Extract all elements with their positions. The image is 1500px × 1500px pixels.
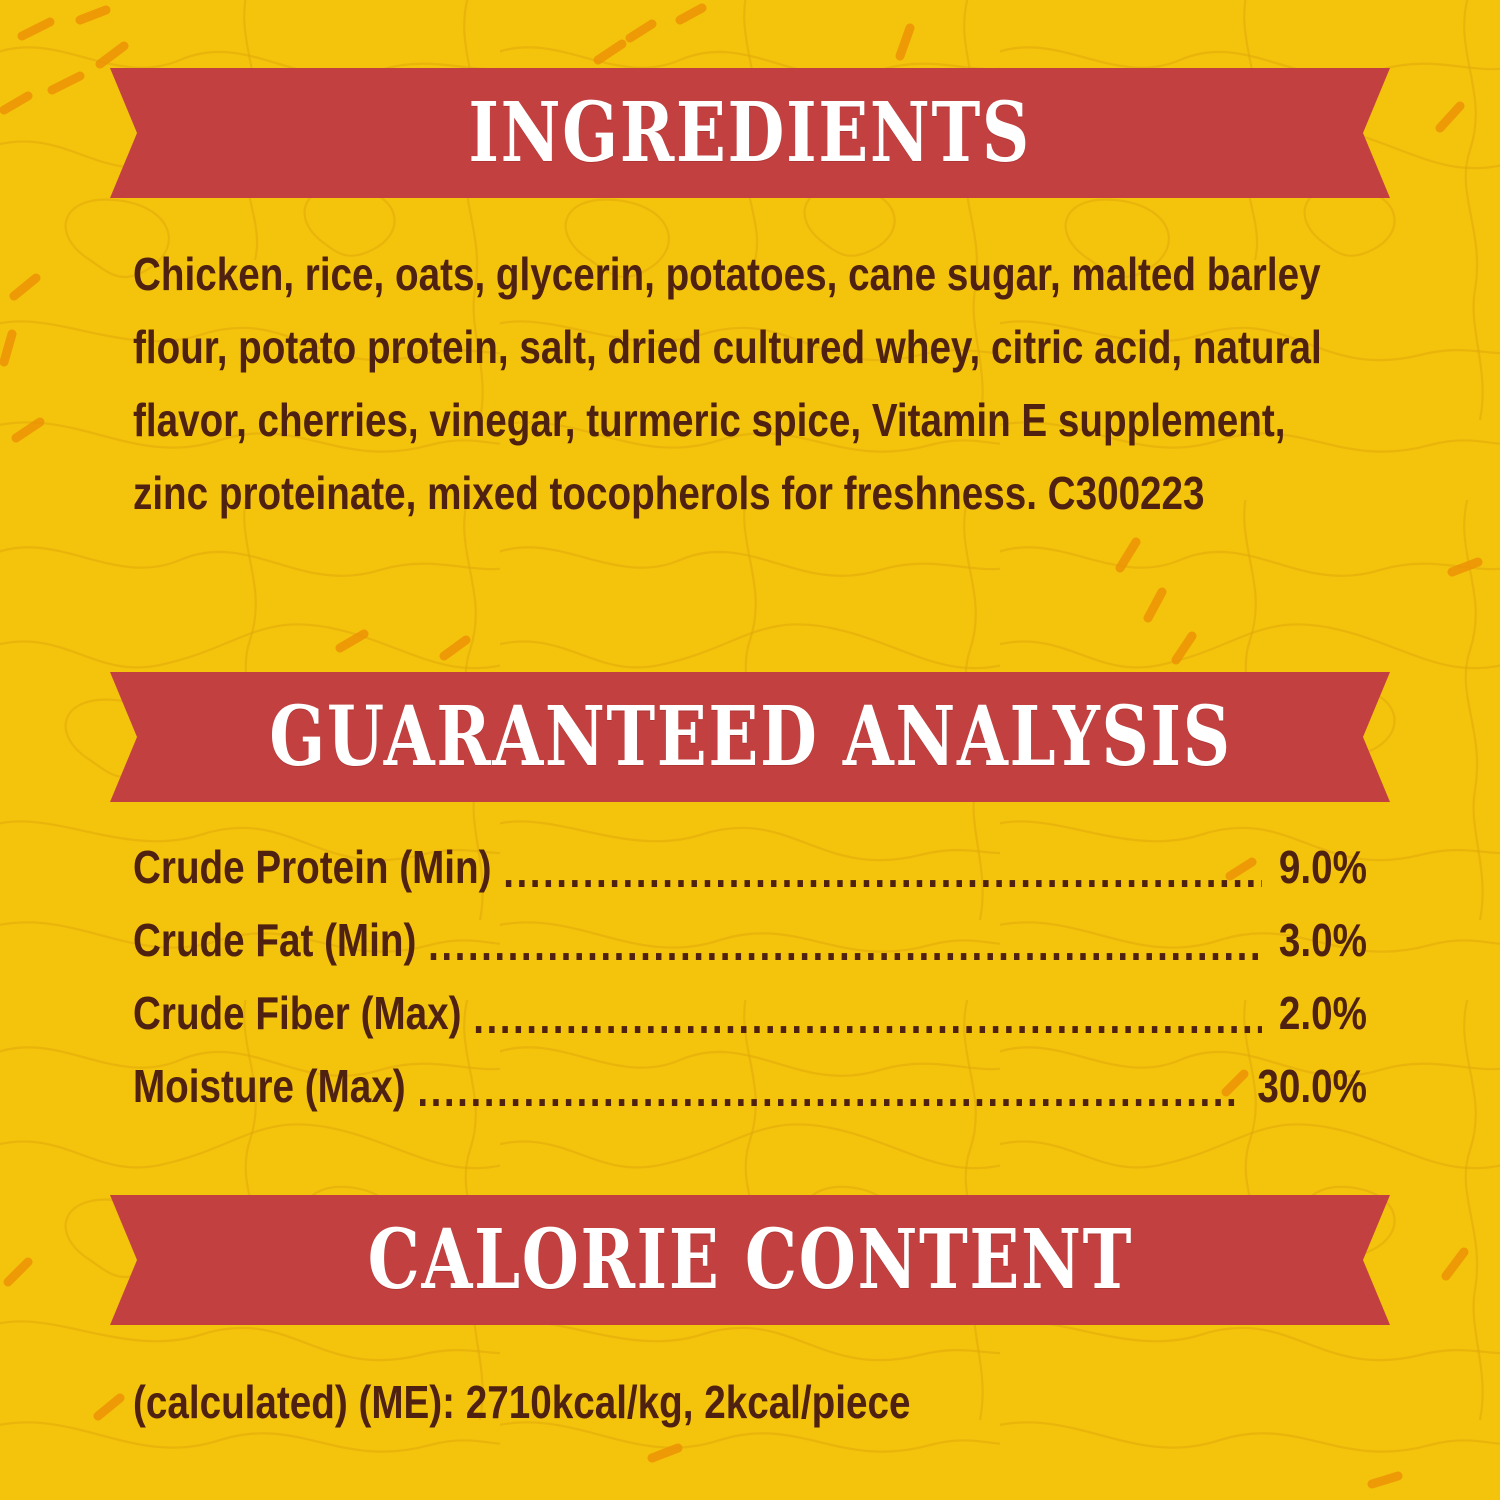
ingredients-banner-ribbon: INGREDIENTS [110, 68, 1390, 198]
ingredients-text: Chicken, rice, oats, glycerin, potatoes,… [133, 238, 1322, 530]
guaranteed-analysis-table: Crude Protein (Min) ....................… [133, 840, 1367, 1132]
calorie-content-banner-title: CALORIE CONTENT [367, 1212, 1133, 1308]
analysis-row-label: Crude Protein (Min) [133, 841, 492, 893]
analysis-row-value: 30.0% [1257, 1060, 1367, 1112]
dash-marks [0, 3, 1483, 1489]
analysis-row-label: Moisture (Max) [133, 1060, 406, 1112]
ingredients-text-line: Chicken, rice, oats, glycerin, potatoes,… [133, 248, 1321, 300]
analysis-row-value: 9.0% [1278, 841, 1367, 893]
analysis-row: Crude Fiber (Max) ......................… [133, 986, 1367, 1059]
guaranteed-analysis-banner-title: GUARANTEED ANALYSIS [268, 689, 1232, 785]
leader-dots: ........................................… [503, 845, 1262, 897]
analysis-row-value: 3.0% [1278, 914, 1367, 966]
leader-dots: ........................................… [417, 1064, 1240, 1116]
leader-dots: ........................................… [428, 918, 1263, 970]
analysis-row: Moisture (Max) .........................… [133, 1059, 1367, 1132]
guaranteed-analysis-banner-ribbon: GUARANTEED ANALYSIS [110, 672, 1390, 802]
analysis-row: Crude Protein (Min) ....................… [133, 840, 1367, 913]
analysis-row: Crude Fat (Min) ........................… [133, 913, 1367, 986]
ingredients-banner-title: INGREDIENTS [468, 85, 1032, 181]
ingredients-text-line: flavor, cherries, vinegar, turmeric spic… [133, 394, 1286, 446]
leader-dots: ........................................… [473, 991, 1262, 1043]
ingredients-text-line: flour, potato protein, salt, dried cultu… [133, 321, 1322, 373]
analysis-row-value: 2.0% [1278, 987, 1367, 1039]
calorie-content-text: (calculated) (ME): 2710kcal/kg, 2kcal/pi… [133, 1376, 911, 1428]
ingredients-text-line: zinc proteinate, mixed tocopherols for f… [133, 467, 1205, 519]
analysis-row-label: Crude Fat (Min) [133, 914, 417, 966]
analysis-row-label: Crude Fiber (Max) [133, 987, 462, 1039]
calorie-content-banner-ribbon: CALORIE CONTENT [110, 1195, 1390, 1325]
